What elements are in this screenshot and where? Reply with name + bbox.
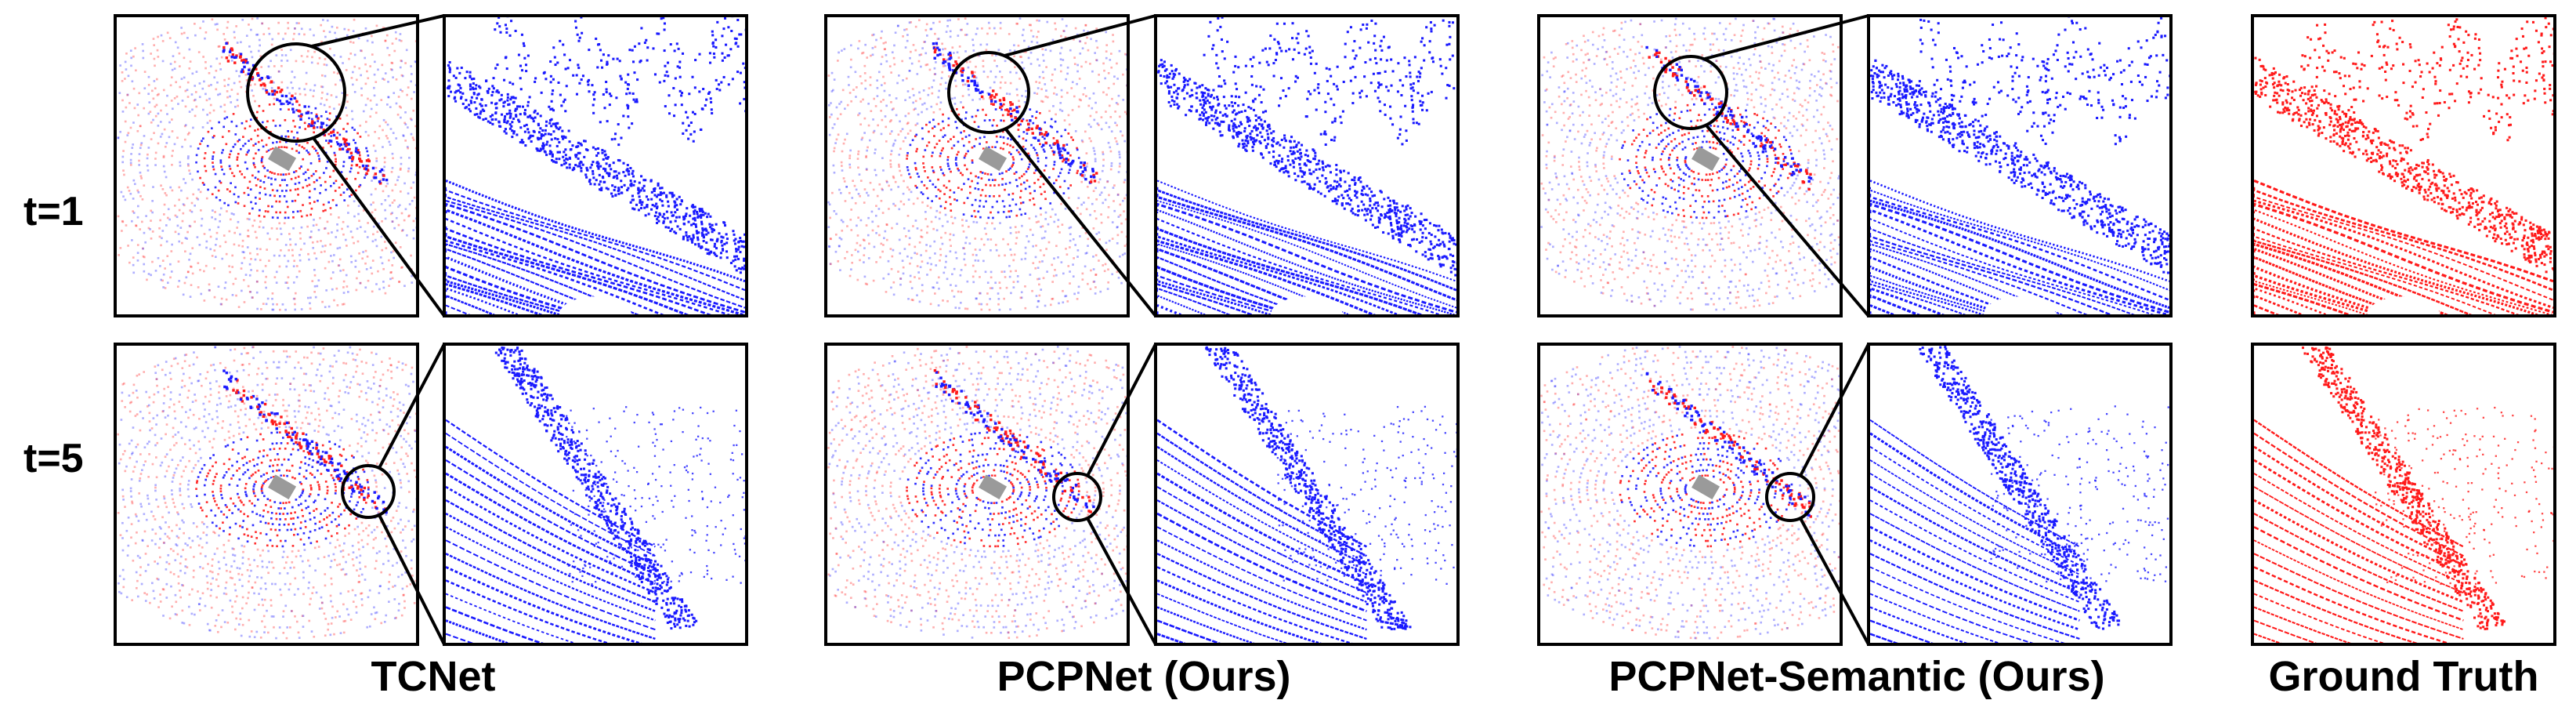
pcpnet-semantic-t5-zoom [1867, 343, 2173, 646]
point-cloud-overview [1540, 346, 1840, 640]
point-cloud-zoom [2254, 17, 2553, 314]
pcpnet-t1-zoom [1154, 14, 1460, 317]
point-cloud-overview [117, 346, 416, 640]
row-label-t1: t=1 [24, 189, 84, 234]
point-cloud-overview [117, 17, 416, 311]
pcpnet-semantic-t1-zoom [1867, 14, 2173, 317]
pcpnet-semantic-t1-overview [1537, 14, 1843, 317]
point-cloud-zoom [446, 346, 745, 643]
pcpnet-t1-overview [824, 14, 1130, 317]
ground-truth-t5-zoom [2251, 343, 2556, 646]
tcnet-t1-overview [114, 14, 419, 317]
point-cloud-overview [1540, 17, 1840, 311]
point-cloud-zoom [446, 17, 745, 314]
tcnet-t5-zoom [443, 343, 748, 646]
row-label-t5: t=5 [24, 436, 84, 481]
ground-truth-t1-zoom [2251, 14, 2556, 317]
pcpnet-t5-zoom [1154, 343, 1460, 646]
col-label-pcpnet-semantic: PCPNet-Semantic (Ours) [1608, 653, 2105, 700]
point-cloud-zoom [1157, 346, 1456, 643]
pcpnet-semantic-t5-overview [1537, 343, 1843, 646]
col-label-pcpnet: PCPNet (Ours) [997, 653, 1291, 700]
point-cloud-zoom [1870, 17, 2169, 314]
col-label-ground-truth: Ground Truth [2268, 653, 2539, 700]
tcnet-t1-zoom [443, 14, 748, 317]
point-cloud-zoom [2254, 346, 2553, 643]
point-cloud-zoom [1870, 346, 2169, 643]
point-cloud-overview [827, 17, 1127, 311]
col-label-tcnet: TCNet [371, 653, 496, 700]
point-cloud-overview [827, 346, 1127, 640]
pcpnet-t5-overview [824, 343, 1130, 646]
point-cloud-zoom [1157, 17, 1456, 314]
tcnet-t5-overview [114, 343, 419, 646]
